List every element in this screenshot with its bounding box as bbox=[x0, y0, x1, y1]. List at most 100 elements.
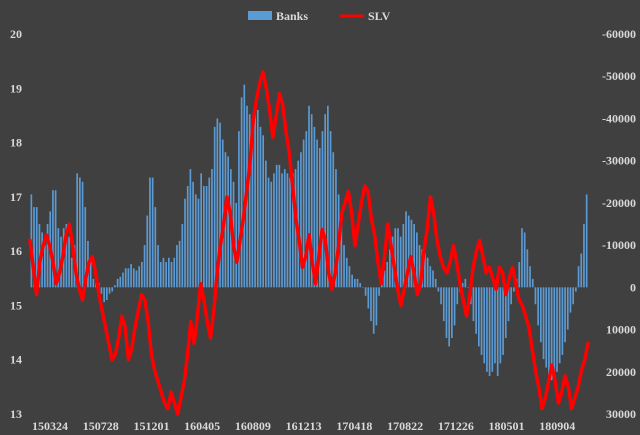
banks-bar bbox=[542, 287, 545, 360]
banks-bar bbox=[162, 257, 165, 288]
banks-bar bbox=[526, 249, 529, 288]
banks-bar bbox=[539, 287, 542, 343]
banks-bar bbox=[84, 207, 87, 288]
banks-bar bbox=[572, 287, 575, 305]
banks-bar bbox=[496, 287, 499, 376]
banks-bar bbox=[329, 131, 332, 288]
left-axis-tick-label: 16 bbox=[10, 244, 22, 258]
banks-bar bbox=[135, 270, 138, 288]
banks-bar bbox=[321, 131, 324, 288]
banks-bar bbox=[197, 198, 200, 288]
banks-bar bbox=[370, 287, 372, 322]
banks-bar bbox=[534, 287, 537, 305]
legend-slv-label: SLV bbox=[368, 9, 391, 23]
banks-bar bbox=[375, 287, 378, 326]
right-axis-ticks: 30000 20000 10000 0 -10000 -20000 -30000 -40000… bbox=[602, 27, 636, 421]
banks-bar bbox=[289, 177, 291, 288]
banks-bar bbox=[138, 266, 141, 288]
banks-bar bbox=[424, 253, 426, 288]
banks-bar bbox=[240, 97, 243, 288]
right-axis-tick-label: -60000 bbox=[602, 27, 636, 41]
banks-bar bbox=[318, 148, 321, 288]
banks-bar bbox=[283, 169, 286, 288]
banks-bar bbox=[383, 270, 386, 288]
banks-bar bbox=[100, 287, 103, 294]
banks-bar bbox=[561, 287, 564, 355]
banks-bar bbox=[367, 287, 370, 309]
x-axis-tick-label: 151201 bbox=[133, 419, 169, 433]
banks-bar bbox=[445, 287, 448, 338]
banks-bar bbox=[205, 186, 208, 288]
banks-bar bbox=[294, 169, 297, 288]
banks-bar bbox=[548, 287, 550, 376]
banks-bar bbox=[513, 287, 515, 292]
banks-bar bbox=[270, 181, 273, 288]
banks-bar bbox=[310, 114, 313, 288]
banks-bar bbox=[448, 287, 451, 347]
banks-bar bbox=[181, 224, 184, 288]
banks-bar bbox=[194, 194, 197, 288]
x-axis-tick-label: 161213 bbox=[286, 419, 322, 433]
banks-bar bbox=[70, 257, 73, 288]
banks-bar bbox=[429, 266, 432, 288]
banks-bar bbox=[278, 164, 281, 288]
banks-bar bbox=[200, 173, 203, 288]
banks-bar bbox=[343, 245, 345, 288]
banks-bar bbox=[332, 152, 335, 288]
x-axis-tick-label: 170418 bbox=[336, 419, 372, 433]
banks-bar bbox=[550, 287, 553, 381]
banks-bar bbox=[324, 114, 327, 288]
x-axis-tick-label: 160809 bbox=[235, 419, 271, 433]
banks-bar bbox=[41, 232, 43, 288]
banks-bar bbox=[127, 268, 130, 288]
banks-bar bbox=[480, 287, 483, 355]
banks-bar bbox=[203, 186, 205, 288]
banks-bar bbox=[397, 228, 399, 288]
banks-bar bbox=[251, 122, 254, 288]
banks-bar bbox=[502, 287, 504, 355]
banks-bar bbox=[402, 224, 405, 288]
banks-bar bbox=[499, 287, 502, 364]
banks-bar bbox=[475, 287, 477, 334]
banks-bar bbox=[327, 105, 329, 288]
left-axis-tick-label: 17 bbox=[10, 190, 22, 204]
left-axis-tick-label: 19 bbox=[10, 81, 22, 95]
banks-bar bbox=[389, 249, 391, 288]
banks-bar bbox=[300, 152, 302, 288]
left-axis-tick-label: 15 bbox=[10, 298, 22, 312]
banks-bar bbox=[386, 262, 389, 288]
banks-bar bbox=[89, 262, 92, 288]
banks-bar bbox=[103, 287, 105, 303]
banks-bar bbox=[165, 262, 167, 288]
banks-bar bbox=[437, 287, 440, 292]
banks-bar bbox=[378, 287, 380, 296]
banks-bar bbox=[108, 287, 111, 294]
banks-bar bbox=[394, 228, 397, 288]
banks-bar bbox=[566, 287, 569, 330]
right-axis-tick-label: -50000 bbox=[602, 69, 636, 83]
banks-bar bbox=[186, 186, 189, 288]
x-axis-tick-label: 150728 bbox=[83, 419, 119, 433]
banks-bar bbox=[149, 177, 151, 288]
banks-bar bbox=[413, 224, 415, 288]
banks-bar bbox=[348, 266, 351, 288]
banks-bar bbox=[146, 215, 149, 288]
banks-bar bbox=[461, 283, 464, 288]
banks-bar bbox=[464, 278, 467, 288]
banks-bar bbox=[545, 287, 548, 368]
banks-bar bbox=[154, 207, 157, 288]
banks-bar bbox=[178, 240, 181, 288]
banks-bar bbox=[262, 135, 265, 288]
banks-bar bbox=[580, 253, 583, 288]
banks-bar bbox=[453, 287, 456, 326]
right-axis-tick-label: 20000 bbox=[606, 365, 636, 379]
banks-bar bbox=[418, 245, 421, 288]
banks-bar bbox=[531, 278, 534, 288]
banks-bar bbox=[256, 110, 259, 288]
right-axis-tick-label: -40000 bbox=[602, 111, 636, 125]
banks-bar bbox=[265, 160, 267, 288]
banks-bar bbox=[81, 181, 84, 288]
banks-bar bbox=[219, 122, 221, 288]
banks-bar bbox=[143, 245, 146, 288]
legend: Banks SLV bbox=[248, 9, 391, 23]
